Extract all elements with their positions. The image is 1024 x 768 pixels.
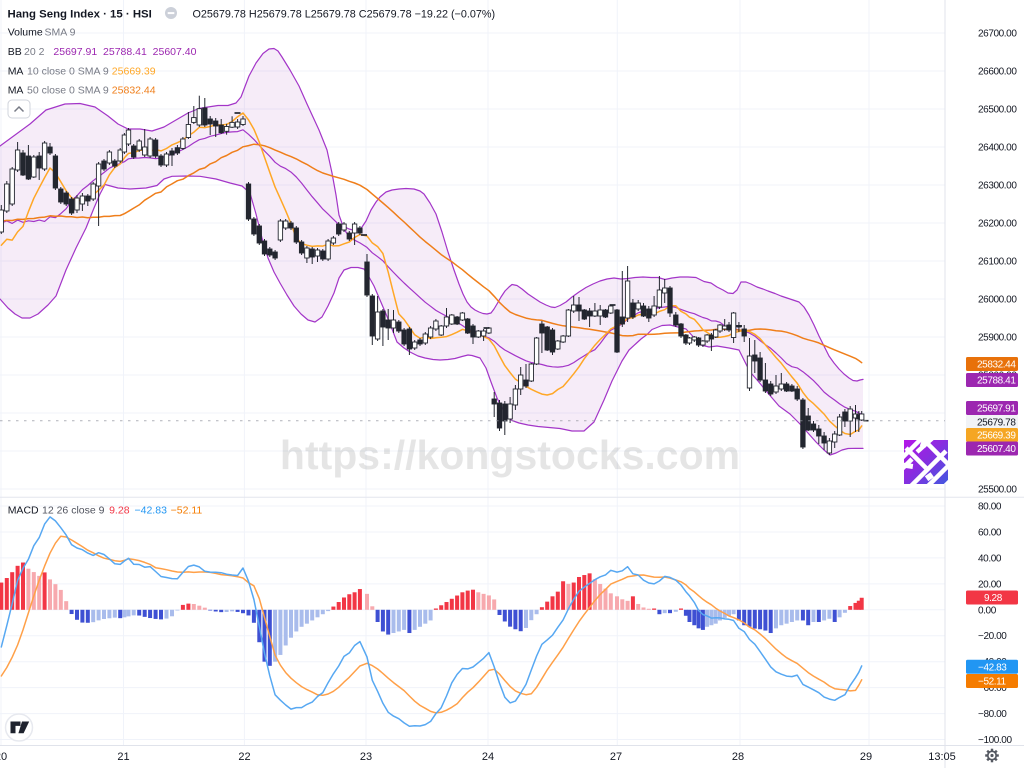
- svg-text:20.00: 20.00: [978, 579, 1002, 590]
- svg-text:25788.41: 25788.41: [977, 376, 1016, 387]
- svg-text:26200.00: 26200.00: [978, 219, 1017, 230]
- svg-text:26600.00: 26600.00: [978, 67, 1017, 78]
- svg-text:25500.00: 25500.00: [978, 485, 1017, 496]
- svg-text:−100.00: −100.00: [978, 735, 1012, 746]
- svg-text:MACD: MACD: [8, 505, 39, 517]
- svg-text:27: 27: [610, 751, 622, 763]
- svg-text:26400.00: 26400.00: [978, 143, 1017, 154]
- svg-text:−52.11: −52.11: [171, 505, 203, 517]
- svg-text:−42.83: −42.83: [978, 662, 1007, 673]
- svg-text:26100.00: 26100.00: [978, 257, 1017, 268]
- svg-text:0.00: 0.00: [978, 605, 997, 616]
- svg-text:25900.00: 25900.00: [978, 333, 1017, 344]
- svg-text:BB: BB: [8, 46, 22, 58]
- svg-text:50 close 0 SMA 9: 50 close 0 SMA 9: [27, 85, 109, 97]
- svg-text:26300.00: 26300.00: [978, 181, 1017, 192]
- svg-text:https://kongstocks.com: https://kongstocks.com: [280, 432, 740, 478]
- svg-text:13:05: 13:05: [928, 751, 956, 763]
- svg-text:26700.00: 26700.00: [978, 29, 1017, 40]
- svg-text:20 2: 20 2: [24, 46, 45, 58]
- svg-text:20: 20: [0, 751, 7, 763]
- svg-text:26000.00: 26000.00: [978, 295, 1017, 306]
- svg-text:25832.44: 25832.44: [977, 360, 1016, 371]
- svg-text:−80.00: −80.00: [978, 709, 1007, 720]
- svg-text:23: 23: [360, 751, 372, 763]
- svg-text:60.00: 60.00: [978, 528, 1002, 539]
- svg-text:Volume: Volume: [8, 27, 43, 39]
- svg-text:40.00: 40.00: [978, 553, 1002, 564]
- svg-text:25679.78: 25679.78: [977, 418, 1016, 429]
- svg-text:25669.39: 25669.39: [112, 66, 156, 78]
- svg-text:MA: MA: [8, 66, 24, 78]
- svg-text:25607.40: 25607.40: [977, 444, 1016, 455]
- svg-text:80.00: 80.00: [978, 502, 1002, 513]
- svg-text:26500.00: 26500.00: [978, 105, 1017, 116]
- svg-text:MA: MA: [8, 85, 24, 97]
- svg-text:−20.00: −20.00: [978, 631, 1007, 642]
- svg-text:10 close 0 SMA 9: 10 close 0 SMA 9: [27, 66, 109, 78]
- svg-text:Hang Seng Index · 15 · HSI: Hang Seng Index · 15 · HSI: [8, 9, 152, 21]
- svg-text:29: 29: [860, 751, 872, 763]
- svg-text:21: 21: [117, 751, 129, 763]
- svg-text:O25679.78 H25679.78 L25679.78: O25679.78 H25679.78 L25679.78 C25679.78 …: [193, 9, 496, 21]
- svg-text:22: 22: [238, 751, 250, 763]
- svg-text:9.28: 9.28: [984, 593, 1003, 604]
- svg-text:25697.91 25788.41 25607.40: 25697.91 25788.41 25607.40: [53, 46, 196, 58]
- svg-text:25832.44: 25832.44: [112, 85, 156, 97]
- svg-text:−60.00: −60.00: [978, 683, 1007, 694]
- svg-text:28: 28: [732, 751, 744, 763]
- svg-text:−42.83: −42.83: [135, 505, 168, 517]
- svg-text:25669.39: 25669.39: [977, 431, 1016, 442]
- svg-text:SMA 9: SMA 9: [45, 27, 76, 39]
- svg-text:−52.11: −52.11: [978, 677, 1007, 688]
- svg-text:25697.91: 25697.91: [977, 404, 1016, 415]
- svg-text:9.28: 9.28: [109, 505, 130, 517]
- svg-text:24: 24: [482, 751, 494, 763]
- svg-text:12 26 close 9: 12 26 close 9: [42, 505, 105, 517]
